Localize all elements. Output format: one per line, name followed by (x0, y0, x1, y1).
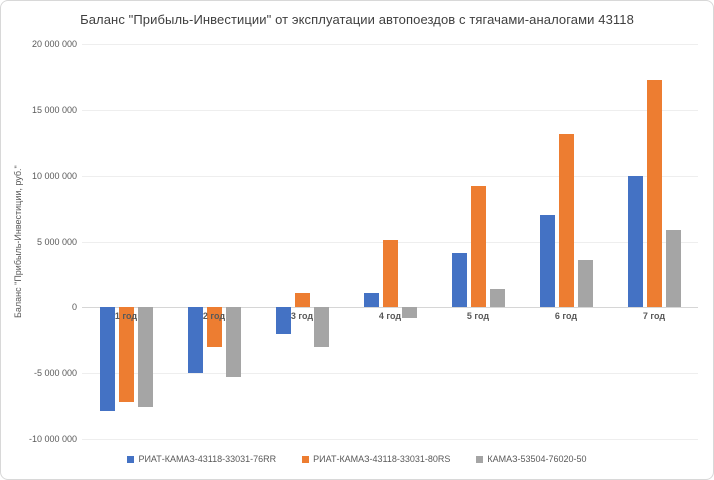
bar-group: 2 год (170, 44, 258, 439)
bar (187, 307, 203, 374)
bar (118, 307, 134, 403)
bar (665, 229, 681, 308)
legend-item: КАМАЗ-53504-76020-50 (476, 454, 587, 464)
gridline (82, 373, 698, 375)
bar (470, 186, 486, 308)
legend-label: РИАТ-КАМАЗ-43118-33031-80RS (313, 454, 451, 464)
bar (363, 292, 379, 308)
bar (558, 133, 574, 308)
y-axis-tick-label: -10 000 000 (28, 434, 77, 444)
chart-title: Баланс "Прибыль-Инвестиции" от эксплуата… (80, 12, 634, 27)
legend: РИАТ-КАМАЗ-43118-33031-76RR РИАТ-КАМАЗ-43… (1, 454, 713, 464)
bar (294, 292, 310, 308)
x-axis-label: 4 год (378, 311, 402, 322)
x-axis-label: 2 год (202, 311, 226, 322)
gridline (82, 44, 698, 45)
legend-label: КАМАЗ-53504-76020-50 (487, 454, 587, 464)
legend-swatch (476, 455, 484, 463)
bar (275, 307, 291, 334)
y-axis-tick-label: 15 000 000 (31, 104, 77, 115)
bar-group: 4 год (346, 44, 434, 439)
bar (225, 307, 241, 378)
bar (137, 307, 153, 408)
y-axis-tick-label: 20 000 000 (31, 39, 77, 49)
legend-label: РИАТ-КАМАЗ-43118-33031-76RR (138, 454, 277, 464)
y-axis-tick-label: -5 000 000 (33, 368, 77, 379)
bar (646, 79, 662, 308)
bar-group: 3 год (258, 44, 346, 439)
legend-swatch (302, 455, 310, 463)
y-axis: 20 000 000 15 000 000 10 000 000 5 000 000 0… (1, 39, 77, 444)
bar (401, 307, 417, 318)
gridline (82, 109, 698, 111)
legend-item: РИАТ-КАМАЗ-43118-33031-80RS (302, 454, 450, 464)
x-axis-label: 7 год (642, 311, 666, 322)
bar (577, 259, 593, 308)
bar-group: 6 год (522, 44, 610, 439)
x-axis-label: 5 год (466, 311, 490, 322)
bar-group: 7 год (610, 44, 698, 439)
y-axis-tick-label: 5 000 000 (36, 236, 77, 247)
bar-group: 1 год (82, 44, 170, 439)
gridline (82, 439, 698, 440)
bar (627, 175, 643, 308)
bar (539, 215, 555, 308)
bar-group: 5 год (434, 44, 522, 439)
bar (451, 253, 467, 308)
bar (313, 307, 329, 347)
x-axis-label: 6 год (554, 311, 578, 322)
bar (99, 307, 115, 412)
x-axis-label: 1 год (114, 311, 138, 322)
gridline (82, 175, 698, 177)
bar (489, 288, 505, 308)
legend-swatch (127, 455, 135, 463)
bar (206, 307, 222, 347)
legend-item: РИАТ-КАМАЗ-43118-33031-76RR (127, 454, 276, 464)
x-axis-label: 3 год (290, 311, 314, 322)
y-axis-tick-label: 0 (71, 302, 77, 313)
bar (382, 240, 398, 308)
y-axis-tick-label: 10 000 000 (31, 170, 77, 181)
zero-axis-line (82, 307, 698, 309)
plot-area: 1 год 2 год 3 год 4 год 5 год 6 год 7 год (82, 44, 698, 440)
